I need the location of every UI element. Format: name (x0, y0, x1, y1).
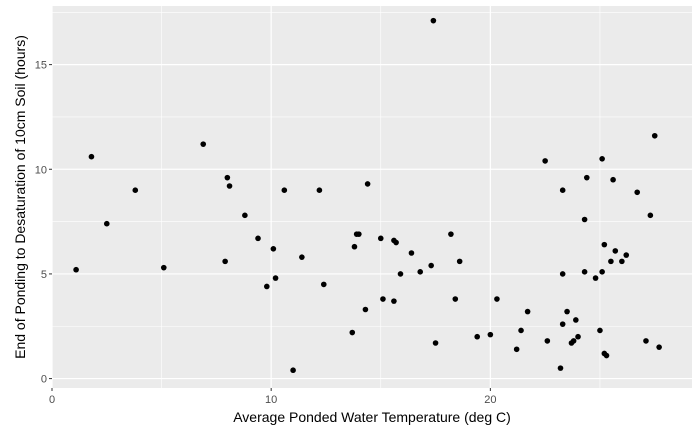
data-point (428, 262, 434, 269)
x-tick-label: 0 (49, 394, 55, 406)
data-point (513, 346, 520, 353)
x-tick-label: 20 (484, 394, 496, 406)
data-point (222, 258, 228, 265)
y-axis: 0 5 10 15 (35, 60, 52, 386)
data-point (474, 333, 481, 340)
data-point (557, 365, 564, 371)
data-point (559, 187, 566, 193)
data-point (599, 269, 605, 275)
data-point (656, 344, 662, 350)
data-point (393, 239, 399, 246)
data-point (270, 246, 277, 252)
data-point (599, 156, 605, 162)
data-point (573, 317, 579, 323)
data-point (316, 187, 323, 193)
data-point (651, 132, 658, 139)
y-tick-label: 5 (41, 269, 47, 281)
data-point (299, 254, 305, 260)
data-point (542, 158, 548, 164)
data-point (581, 216, 588, 223)
data-point (73, 266, 79, 273)
data-point (610, 176, 616, 183)
y-tick-label: 0 (41, 374, 47, 386)
data-point (601, 241, 608, 248)
x-axis: 0 10 20 (49, 388, 496, 406)
data-point (456, 258, 463, 265)
data-point (320, 281, 327, 288)
data-point (408, 250, 415, 256)
y-tick-label: 15 (35, 60, 47, 72)
data-point (518, 327, 524, 334)
data-point (623, 252, 630, 258)
major-gridlines (51, 6, 692, 388)
data-point (242, 212, 248, 219)
data-point (380, 296, 386, 302)
data-point (583, 174, 590, 181)
data-point (570, 338, 577, 344)
data-point (356, 231, 362, 237)
data-point (88, 153, 95, 160)
data-point (487, 331, 494, 338)
data-point (417, 269, 424, 275)
data-point (377, 235, 384, 242)
data-points (73, 17, 662, 374)
x-tick-label: 10 (265, 394, 277, 406)
data-point (612, 248, 619, 254)
data-point (290, 367, 296, 374)
data-point (448, 231, 454, 237)
data-point (608, 258, 614, 265)
data-point (643, 338, 649, 344)
data-point (564, 308, 570, 315)
data-point (272, 275, 279, 281)
data-point (603, 352, 610, 359)
data-point (200, 141, 207, 147)
data-point (263, 283, 270, 290)
data-point (349, 329, 356, 336)
data-point (391, 298, 397, 304)
data-point (494, 296, 500, 302)
data-point (634, 189, 641, 196)
data-point (452, 296, 459, 302)
data-point (559, 321, 566, 327)
data-point (397, 271, 404, 277)
data-point (592, 275, 599, 281)
data-point (364, 181, 371, 187)
data-point (103, 220, 110, 227)
data-point (226, 183, 233, 189)
data-point (575, 333, 581, 340)
data-point (351, 243, 358, 250)
minor-gridlines (52, 6, 692, 388)
data-point (362, 306, 369, 313)
plot-background (52, 6, 692, 388)
data-point (255, 235, 261, 242)
data-point (224, 174, 231, 181)
data-point (132, 187, 139, 193)
data-point (524, 308, 531, 315)
data-point (281, 187, 288, 193)
data-point (581, 269, 588, 275)
data-point (430, 17, 437, 24)
data-point (432, 340, 439, 346)
data-point (559, 271, 566, 277)
data-point (544, 338, 551, 344)
data-point (647, 212, 654, 219)
data-point (160, 264, 167, 271)
x-axis-title: Average Ponded Water Temperature (deg C) (233, 409, 511, 425)
data-point (597, 327, 603, 334)
data-point (619, 258, 625, 265)
y-axis-title: End of Ponding to Desaturation of 10cm S… (12, 35, 28, 359)
y-tick-label: 10 (35, 164, 47, 176)
